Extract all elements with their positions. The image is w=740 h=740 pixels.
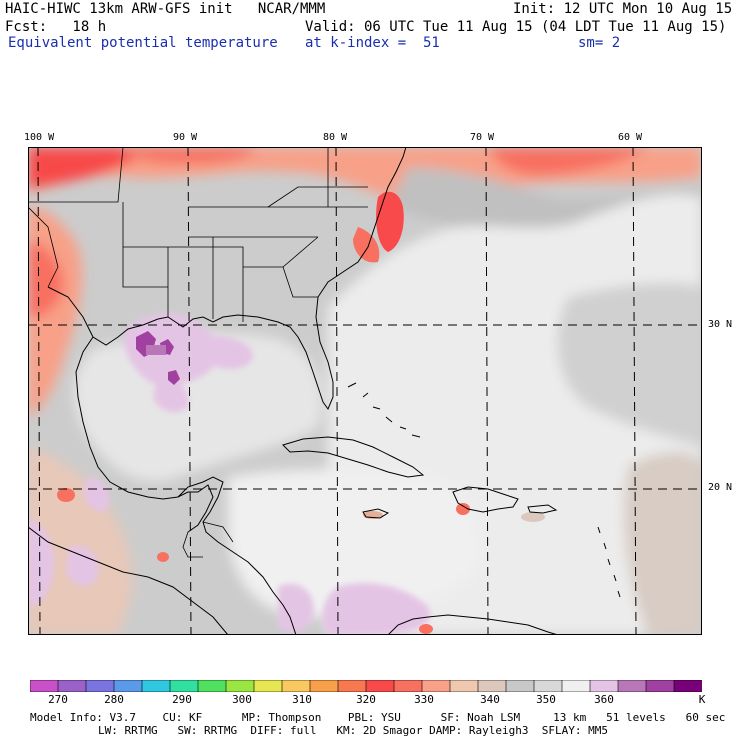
colorbar-swatch: [309, 680, 339, 692]
lon-label-80w: 80 W: [323, 132, 348, 143]
colorbar-swatch: [337, 680, 367, 692]
colorbar-swatch: [365, 680, 395, 692]
lat-label-30n: 30 N: [708, 319, 733, 330]
model-info-line2: LW: RRTMG SW: RRTMG DIFF: full KM: 2D Sm…: [98, 724, 608, 737]
colorbar-swatch: [673, 680, 702, 692]
smoothing: sm= 2: [578, 35, 621, 51]
forecast-hour: Fcst: 18 h: [5, 19, 107, 35]
colorbar-tick-330: 330: [414, 693, 434, 706]
model-title: HAIC-HIWC 13km ARW-GFS init NCAR/MMM: [5, 1, 326, 17]
political-borders: [28, 147, 368, 558]
colorbar-swatch: [393, 680, 423, 692]
theta-e-map: [28, 147, 702, 635]
colorbar-unit: K: [698, 693, 706, 706]
colorbar-swatch: [505, 680, 535, 692]
lon-label-70w: 70 W: [470, 132, 495, 143]
colorbar-swatch: [281, 680, 311, 692]
graticule: [28, 147, 702, 635]
model-info-line1: Model Info: V3.7 CU: KF MP: Thompson PBL…: [30, 711, 726, 724]
colorbar-swatch: [645, 680, 675, 692]
lon-label-100w: 100 W: [24, 132, 55, 143]
map-frame: [28, 147, 702, 635]
colorbar-swatch: [113, 680, 143, 692]
colorbar-swatch: [225, 680, 255, 692]
lon-label-90w: 90 W: [173, 132, 198, 143]
level-index: at k-index = 51: [305, 35, 440, 51]
colorbar-tick-340: 340: [480, 693, 500, 706]
colorbar-tick-310: 310: [292, 693, 312, 706]
colorbar-swatch: [617, 680, 647, 692]
colorbar-swatch: [169, 680, 199, 692]
colorbar-swatch: [421, 680, 451, 692]
colorbar-tick-300: 300: [232, 693, 252, 706]
colorbar: [30, 680, 702, 692]
theta-e-fill: [28, 147, 702, 635]
very-low-theta-e: [136, 331, 180, 385]
colorbar-swatch: [253, 680, 283, 692]
coastlines: [28, 147, 621, 635]
field-name: Equivalent potential temperature: [8, 35, 278, 51]
colorbar-tick-290: 290: [172, 693, 192, 706]
high-theta-e-spots: [57, 191, 545, 634]
colorbar-swatch: [561, 680, 591, 692]
colorbar-swatch: [30, 680, 59, 692]
lon-label-60w: 60 W: [618, 132, 643, 143]
colorbar-swatch: [589, 680, 619, 692]
colorbar-swatch: [57, 680, 87, 692]
colorbar-tick-360: 360: [594, 693, 614, 706]
colorbar-tick-270: 270: [48, 693, 68, 706]
colorbar-swatch: [141, 680, 171, 692]
init-time: Init: 12 UTC Mon 10 Aug 15: [513, 1, 733, 17]
colorbar-tick-350: 350: [536, 693, 556, 706]
colorbar-swatch: [533, 680, 563, 692]
valid-time: Valid: 06 UTC Tue 11 Aug 15 (04 LDT Tue …: [305, 19, 727, 35]
colorbar-tick-280: 280: [104, 693, 124, 706]
colorbar-swatch: [85, 680, 115, 692]
colorbar-swatch: [449, 680, 479, 692]
low-theta-e-patches: [28, 312, 430, 635]
lat-label-20n: 20 N: [708, 482, 733, 493]
colorbar-swatch: [477, 680, 507, 692]
colorbar-tick-320: 320: [356, 693, 376, 706]
colorbar-swatch: [197, 680, 227, 692]
